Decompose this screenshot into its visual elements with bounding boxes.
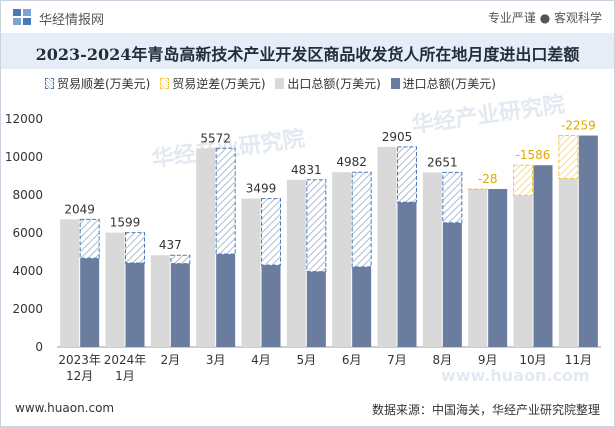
export-bar xyxy=(377,146,397,347)
balance-label: 437 xyxy=(159,238,182,252)
import-bar xyxy=(533,165,553,347)
surplus-box xyxy=(215,147,236,255)
import-bar xyxy=(80,258,100,347)
legend-label-deficit: 贸易逆差(万美元) xyxy=(172,77,266,91)
deficit-box xyxy=(513,164,533,196)
legend-label-surplus: 贸易顺差(万美元) xyxy=(57,77,151,91)
x-tick-label: 1月 xyxy=(115,369,135,383)
y-tick-label: 8000 xyxy=(12,188,43,202)
balance-label: 4831 xyxy=(291,163,322,177)
x-tick-label: 5月 xyxy=(297,353,317,367)
chart-legend: 贸易顺差(万美元) 贸易逆差(万美元) 出口总额(万美元) 进口总额(万美元) xyxy=(45,75,502,93)
x-tick-label: 3月 xyxy=(206,353,226,367)
export-bar xyxy=(558,178,578,347)
title-bar: 2023-2024年青岛高新技术产业开发区商品收发货人所在地月度进出口差额 xyxy=(1,33,614,69)
import-bar xyxy=(442,222,462,347)
balance-label: -1586 xyxy=(516,148,551,162)
surplus-box xyxy=(261,198,281,266)
surplus-box xyxy=(125,232,145,264)
balance-label: 4982 xyxy=(336,155,367,169)
y-tick-label: 0 xyxy=(35,340,43,354)
balance-label: 2905 xyxy=(382,130,413,144)
watermark: www.huaon.com xyxy=(441,366,590,385)
legend-item-deficit: 贸易逆差(万美元) xyxy=(160,75,266,92)
y-tick-label: 6000 xyxy=(12,226,43,240)
surplus-box xyxy=(442,171,463,224)
surplus-box xyxy=(170,254,191,265)
deficit-box xyxy=(558,135,579,179)
surplus-box xyxy=(397,146,417,203)
import-bar xyxy=(125,263,145,347)
export-bar xyxy=(513,195,533,347)
y-tick-label: 2000 xyxy=(12,302,43,316)
footer-source: 数据来源：中国海关，华经产业研究院整理 xyxy=(371,403,600,417)
tagline: 专业严谨 ● 客观科学 xyxy=(487,11,602,25)
surplus-box xyxy=(351,171,372,268)
legend-swatch-surplus xyxy=(45,78,54,89)
export-bar xyxy=(150,255,170,347)
x-tick-label: 2024年 xyxy=(104,353,147,367)
export-bar xyxy=(286,179,306,347)
x-tick-label: 9月 xyxy=(478,353,498,367)
huajing-logo-icon xyxy=(13,9,31,25)
import-bar xyxy=(352,266,372,347)
footer-site: www.huaon.com xyxy=(15,401,115,415)
import-bar xyxy=(261,265,281,347)
bar-chart: 0 2000 4000 6000 8000 10000 12000 2049 2023年 12月 1… xyxy=(5,112,601,383)
import-bar xyxy=(170,263,190,347)
legend-item-import: 进口总额(万美元) xyxy=(390,75,496,92)
top-bar: 华经情报网 专业严谨 ● 客观科学 xyxy=(1,1,614,33)
import-bar xyxy=(488,188,508,347)
balance-label: -2259 xyxy=(561,119,596,133)
y-tick-label: 10000 xyxy=(5,150,43,164)
import-bar xyxy=(578,135,598,347)
balance-label: 1599 xyxy=(110,216,141,230)
x-tick-label: 12月 xyxy=(66,369,93,383)
import-bar xyxy=(216,254,236,347)
export-bar xyxy=(468,189,488,347)
export-bar xyxy=(241,198,261,347)
legend-label-import: 进口总额(万美元) xyxy=(402,77,496,91)
import-bar xyxy=(397,202,417,347)
x-tick-label: 11月 xyxy=(565,353,592,367)
legend-swatch-import xyxy=(390,78,400,89)
x-tick-label: 6月 xyxy=(342,353,362,367)
balance-label: 5572 xyxy=(200,131,231,145)
balance-label: 2049 xyxy=(64,202,95,216)
x-tick-label: 2月 xyxy=(161,353,181,367)
chart-title: 2023-2024年青岛高新技术产业开发区商品收发货人所在地月度进出口差额 xyxy=(35,45,580,64)
legend-swatch-export xyxy=(275,78,285,89)
legend-item-surplus: 贸易顺差(万美元) xyxy=(45,75,150,92)
x-tick-label: 2023年 xyxy=(58,353,101,367)
export-bar xyxy=(332,172,352,347)
balance-label: 3499 xyxy=(246,182,277,196)
legend-swatch-deficit xyxy=(160,78,170,89)
x-tick-label: 8月 xyxy=(433,353,453,367)
export-bar xyxy=(105,232,125,347)
balance-label: 2651 xyxy=(427,155,458,169)
legend-label-export: 出口总额(万美元) xyxy=(287,77,381,91)
balance-label: -28 xyxy=(478,172,498,186)
export-bar xyxy=(60,219,80,347)
export-bar xyxy=(196,148,216,347)
x-tick-label: 4月 xyxy=(251,353,271,367)
export-bar xyxy=(422,172,442,347)
brand-name: 华经情报网 xyxy=(39,13,105,28)
deficit-box xyxy=(467,188,488,190)
import-bar xyxy=(306,271,326,347)
legend-item-export: 出口总额(万美元) xyxy=(275,75,381,92)
surplus-box xyxy=(306,179,327,273)
x-tick-label: 10月 xyxy=(519,353,546,367)
surplus-box xyxy=(79,218,100,259)
x-tick-label: 7月 xyxy=(387,353,407,367)
y-tick-label: 12000 xyxy=(5,112,43,126)
y-tick-label: 4000 xyxy=(12,264,43,278)
